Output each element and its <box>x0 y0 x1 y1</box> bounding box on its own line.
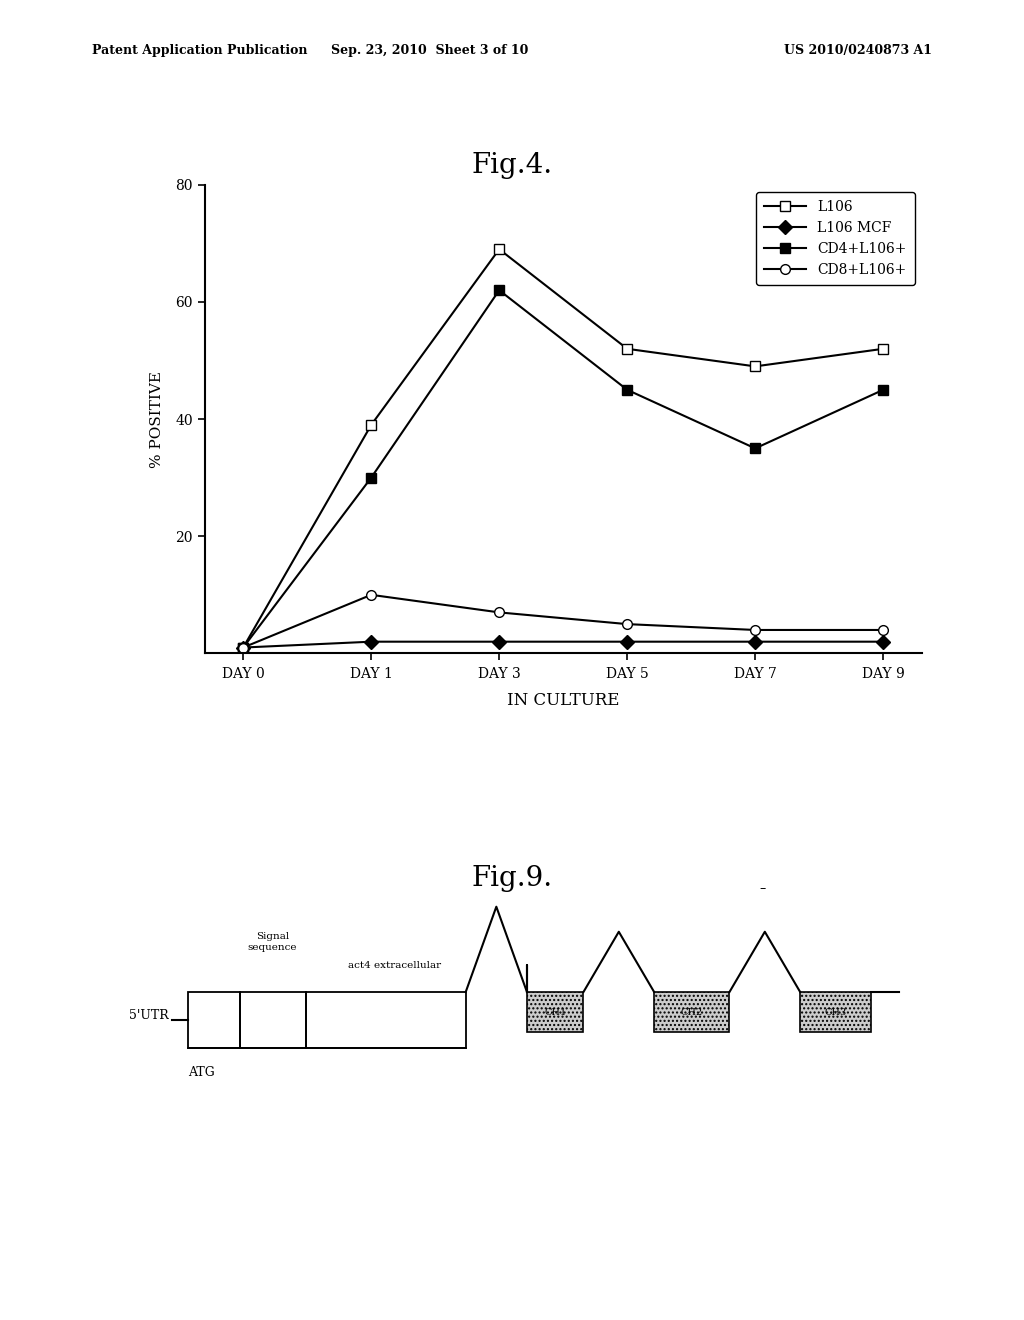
Bar <box>240 993 305 1048</box>
Text: Fig.4.: Fig.4. <box>471 152 553 178</box>
Text: Patent Application Publication: Patent Application Publication <box>92 44 307 57</box>
Text: CH1: CH1 <box>544 1007 566 1016</box>
Bar <box>800 993 870 1032</box>
Legend: L106, L106 MCF, CD4+L106+, CD8+L106+: L106, L106 MCF, CD4+L106+, CD8+L106+ <box>756 191 914 285</box>
Text: CH3: CH3 <box>824 1007 847 1016</box>
Bar <box>527 993 584 1032</box>
Text: act4 extracellular: act4 extracellular <box>348 961 441 969</box>
Bar <box>305 993 466 1048</box>
Text: US 2010/0240873 A1: US 2010/0240873 A1 <box>783 44 932 57</box>
Bar <box>654 993 729 1032</box>
Text: Signal
sequence: Signal sequence <box>248 932 297 952</box>
Text: CH2: CH2 <box>681 1007 702 1016</box>
Text: ATG: ATG <box>187 1067 215 1078</box>
Text: –: – <box>760 883 766 895</box>
Text: 5'UTR: 5'UTR <box>129 1008 169 1022</box>
Bar <box>187 993 240 1048</box>
Text: Sep. 23, 2010  Sheet 3 of 10: Sep. 23, 2010 Sheet 3 of 10 <box>332 44 528 57</box>
Text: Fig.9.: Fig.9. <box>471 865 553 891</box>
Y-axis label: % POSITIVE: % POSITIVE <box>151 371 164 467</box>
X-axis label: IN CULTURE: IN CULTURE <box>507 693 620 709</box>
